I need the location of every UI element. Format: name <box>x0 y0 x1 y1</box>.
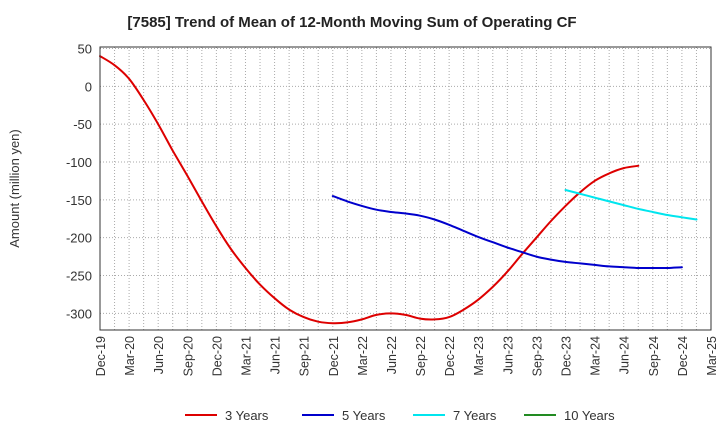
x-tick-label: Dec-24 <box>676 336 690 376</box>
x-tick-label: Mar-24 <box>589 336 603 376</box>
x-tick-label: Jun-20 <box>152 336 166 374</box>
x-tick-label: Dec-22 <box>443 336 457 376</box>
x-tick-label: Mar-20 <box>123 336 137 376</box>
series-line-7-years <box>564 189 698 221</box>
x-tick-label: Sep-22 <box>414 336 428 376</box>
x-tick-label: Mar-23 <box>472 336 486 376</box>
x-tick-label: Jun-21 <box>269 336 283 374</box>
y-tick-label: -300 <box>66 306 92 321</box>
x-tick-label: Sep-23 <box>530 336 544 376</box>
x-axis-tick-labels: Dec-19 Mar-20 Jun-20 Sep-20 Dec-20 Mar-21 Jun-… <box>94 336 719 376</box>
x-tick-label: Mar-25 <box>705 336 719 376</box>
x-tick-label: Jun-23 <box>501 336 515 374</box>
y-tick-label: -150 <box>66 193 92 208</box>
x-tick-label: Jun-24 <box>618 336 632 374</box>
y-tick-label: -250 <box>66 269 92 284</box>
legend: 3 Years 5 Years 7 Years 10 Years <box>185 408 615 423</box>
x-tick-label: Dec-23 <box>560 336 574 376</box>
grid <box>100 47 711 330</box>
y-tick-label: 50 <box>78 42 92 57</box>
series-lines <box>99 55 698 325</box>
x-tick-label: Dec-19 <box>94 336 108 376</box>
y-tick-label: 0 <box>85 79 92 94</box>
y-tick-label: -100 <box>66 155 92 170</box>
x-tick-label: Dec-21 <box>327 336 341 376</box>
x-tick-label: Dec-20 <box>210 336 224 376</box>
series-line-3-years <box>99 55 640 325</box>
y-axis-tick-labels: 50 0 -50 -100 -150 -200 -250 -300 <box>66 42 92 322</box>
plot-area-frame <box>99 46 712 331</box>
chart-title: [7585] Trend of Mean of 12-Month Moving … <box>127 14 576 31</box>
y-tick-label: -50 <box>73 117 92 132</box>
x-tick-label: Mar-21 <box>239 336 253 376</box>
series-line-5-years <box>331 195 683 270</box>
x-tick-label: Sep-21 <box>298 336 312 376</box>
legend-label-10-years: 10 Years <box>564 408 615 423</box>
x-tick-label: Sep-24 <box>647 336 661 376</box>
legend-label-3-years: 3 Years <box>225 408 269 423</box>
legend-label-7-years: 7 Years <box>453 408 497 423</box>
y-tick-label: -200 <box>66 231 92 246</box>
x-tick-label: Sep-20 <box>181 336 195 376</box>
x-tick-label: Mar-22 <box>356 336 370 376</box>
legend-label-5-years: 5 Years <box>342 408 386 423</box>
y-axis-label: Amount (million yen) <box>7 129 22 248</box>
x-tick-label: Jun-22 <box>385 336 399 374</box>
